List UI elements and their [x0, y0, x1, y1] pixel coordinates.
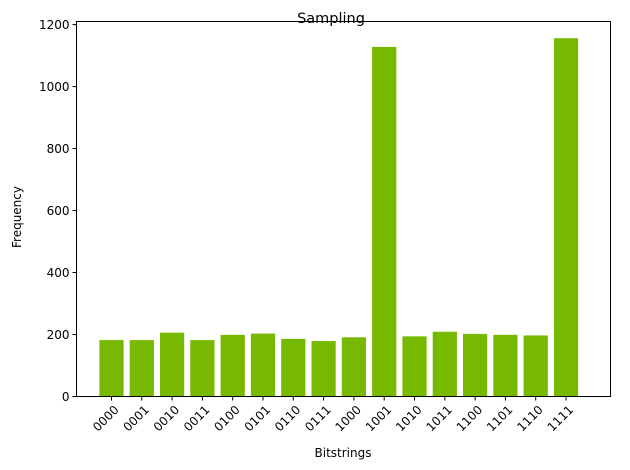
- bar-1100: [463, 333, 488, 397]
- bar-1011: [432, 331, 457, 397]
- x-tick-label-0111: 0111: [302, 403, 333, 434]
- x-tick-label-0110: 0110: [272, 403, 303, 434]
- x-axis: 0000000100100011010001010110011110001001…: [90, 396, 576, 434]
- y-tick-label: 1000: [39, 80, 70, 94]
- y-tick-label: 800: [47, 142, 70, 156]
- bar-1001: [372, 46, 397, 397]
- x-tick-label-1011: 1011: [423, 403, 454, 434]
- x-tick-label-1111: 1111: [545, 403, 576, 434]
- x-tick-label-0011: 0011: [181, 403, 212, 434]
- bar-0100: [220, 334, 245, 397]
- x-tick-label-0010: 0010: [151, 403, 182, 434]
- bar-1110: [523, 335, 548, 397]
- bar-0110: [281, 338, 306, 397]
- y-axis: 0 200 400 600 800 1000 1200: [39, 18, 77, 404]
- bar-0111: [311, 341, 336, 397]
- bar-1111: [553, 38, 579, 397]
- x-axis-label: Bitstrings: [315, 446, 372, 460]
- bars-layer: [99, 38, 579, 397]
- y-tick-label: 200: [47, 328, 70, 342]
- x-tick-label-1100: 1100: [454, 403, 485, 434]
- x-tick-label-1101: 1101: [484, 403, 515, 434]
- bar-0010: [160, 332, 185, 397]
- plot-frame: [76, 21, 611, 397]
- y-tick-label: 1200: [39, 18, 70, 32]
- x-tick-label-1000: 1000: [333, 403, 364, 434]
- y-tick-label: 600: [47, 204, 70, 218]
- bar-0101: [250, 333, 276, 397]
- bar-1000: [341, 337, 366, 397]
- x-tick-label-0001: 0001: [120, 403, 151, 434]
- x-tick-label-1110: 1110: [514, 403, 545, 434]
- bar-0001: [129, 340, 154, 397]
- bar-0011: [190, 340, 215, 397]
- chart-title: Sampling: [297, 11, 365, 27]
- x-tick-label-0000: 0000: [90, 403, 121, 434]
- y-axis-label: Frequency: [10, 186, 24, 248]
- x-tick-label-1001: 1001: [363, 403, 394, 434]
- y-tick-label: 0: [62, 390, 70, 404]
- bar-0000: [99, 340, 124, 397]
- x-tick-label-0100: 0100: [211, 403, 242, 434]
- bar-1101: [493, 334, 518, 397]
- x-tick-label-0101: 0101: [242, 403, 273, 434]
- y-tick-label: 400: [47, 266, 70, 280]
- x-tick-label-1010: 1010: [393, 403, 424, 434]
- bar-1010: [402, 336, 427, 397]
